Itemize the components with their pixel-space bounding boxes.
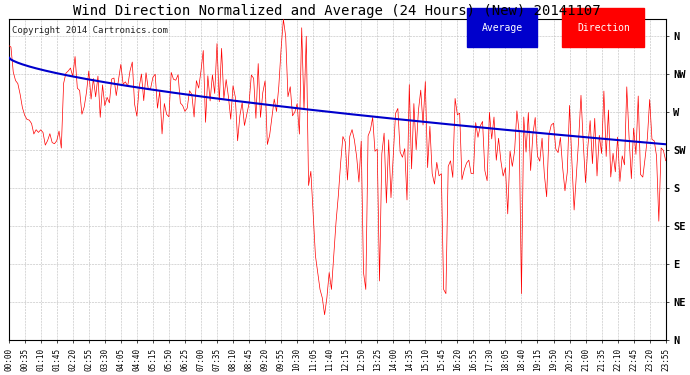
- Text: Copyright 2014 Cartronics.com: Copyright 2014 Cartronics.com: [12, 26, 168, 35]
- Title: Wind Direction Normalized and Average (24 Hours) (New) 20141107: Wind Direction Normalized and Average (2…: [73, 4, 601, 18]
- Text: Average: Average: [482, 22, 523, 33]
- Text: Direction: Direction: [577, 22, 630, 33]
